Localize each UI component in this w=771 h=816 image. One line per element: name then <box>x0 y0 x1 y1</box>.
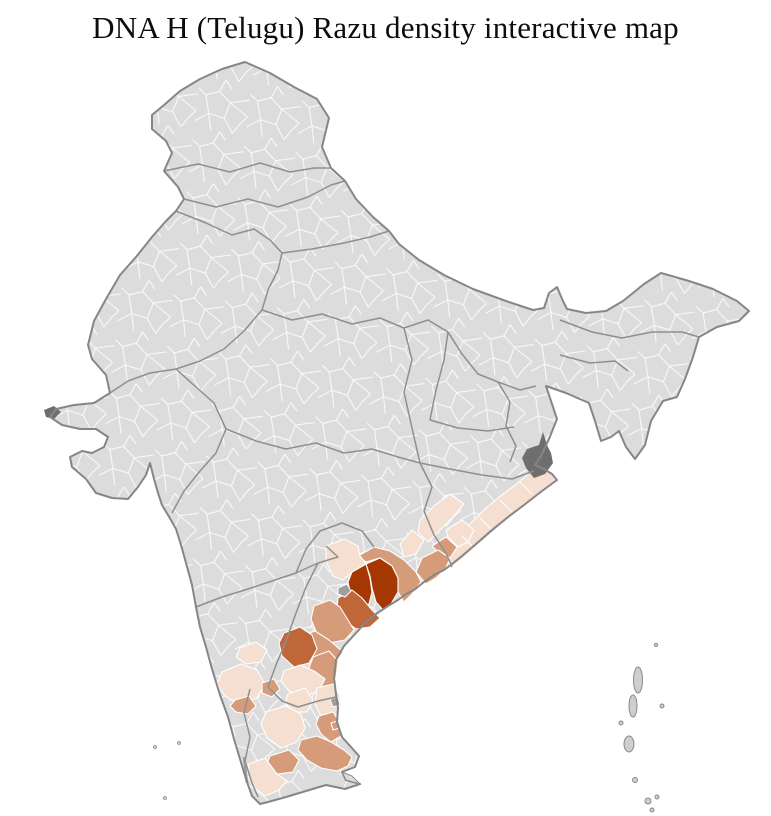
district-cuddalore[interactable] <box>315 711 342 743</box>
district-karnataka-tumkur[interactable] <box>235 641 268 665</box>
district-thanjavur-nagapattinam[interactable] <box>297 735 353 772</box>
page-title: DNA H (Telugu) Razu density interactive … <box>92 10 679 45</box>
district-kadapa[interactable] <box>278 626 318 668</box>
district-guntur[interactable] <box>310 599 355 644</box>
state-borders <box>109 162 700 798</box>
district-bangalore[interactable] <box>261 678 281 698</box>
district-mesh-overlay <box>50 62 749 804</box>
district-tn-central[interactable] <box>260 705 306 749</box>
lakshadweep-islands <box>153 741 181 800</box>
sundarbans-delta <box>522 432 553 478</box>
district-tn-south[interactable] <box>246 757 288 797</box>
district-odisha-inland-south[interactable] <box>399 529 425 558</box>
urban-district-amaravati[interactable] <box>337 583 352 598</box>
district-vellore[interactable] <box>284 687 314 713</box>
district-odisha-inland-north[interactable] <box>417 493 465 543</box>
rameswaram-spit <box>340 771 362 786</box>
coastal-belt-dividers <box>461 481 533 549</box>
district-khammam[interactable] <box>325 538 367 581</box>
andaman-nicobar-islands <box>618 642 665 813</box>
district-visakhapatnam[interactable] <box>415 549 451 585</box>
district-karnataka-south[interactable] <box>216 663 266 705</box>
